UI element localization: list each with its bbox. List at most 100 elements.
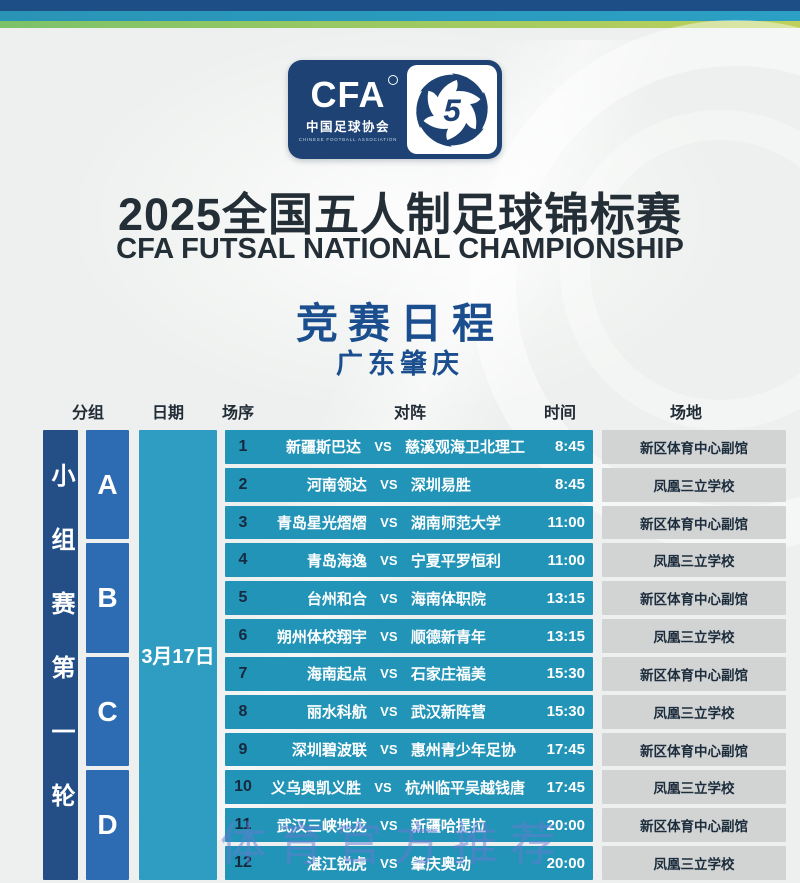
away-team: 宁夏平罗恒利 xyxy=(410,552,501,570)
venue-name: 新区体育中心副馆 xyxy=(640,667,748,683)
match-row: 12 湛江锐虎 VS 肇庆奥动 20:00 xyxy=(225,846,593,880)
home-team: 朔州体校翔宇 xyxy=(276,628,367,646)
venue-name: 凤凰三立学校 xyxy=(653,630,735,646)
vs-label: VS xyxy=(380,515,398,531)
venue-name: 新区体育中心副馆 xyxy=(640,592,748,608)
match-number: 1 xyxy=(238,437,248,455)
match-number: 12 xyxy=(234,854,252,872)
match-number: 10 xyxy=(234,778,252,796)
venue-name: 新区体育中心副馆 xyxy=(640,743,748,759)
cfa-logo: CFA 中国足球协会 CHINESE FOOTBALL ASSOCIATION … xyxy=(288,60,502,159)
cfa-wordmark: CFA xyxy=(311,75,398,113)
match-time: 11:00 xyxy=(547,514,585,532)
cfa-logo-text-block: CFA 中国足球协会 CHINESE FOOTBALL ASSOCIATION xyxy=(288,60,402,159)
column-header-venue: 场地 xyxy=(669,405,703,422)
futsal-5-badge: 5 xyxy=(407,65,497,154)
away-team: 慈溪观海卫北理工 xyxy=(404,439,525,457)
venue-name: 凤凰三立学校 xyxy=(653,478,735,494)
venue-name: 新区体育中心副馆 xyxy=(640,819,748,835)
match-time: 17:45 xyxy=(546,741,585,759)
date-cell: 3月17日 xyxy=(139,430,217,880)
match-time: 13:15 xyxy=(546,589,585,607)
vs-label: VS xyxy=(380,628,398,644)
group-cell-a: A xyxy=(86,430,129,540)
match-time: 13:15 xyxy=(546,627,585,645)
column-header-time: 时间 xyxy=(543,405,577,422)
top-stripe-lime xyxy=(0,21,800,28)
group-cell-b: B xyxy=(86,543,129,653)
venue-cell: 凤凰三立学校 xyxy=(602,543,786,578)
top-stripe-teal xyxy=(0,11,800,21)
top-stripe-navy xyxy=(0,0,800,11)
home-team: 新疆斯巴达 xyxy=(285,439,361,457)
cfa-chinese-name: 中国足球协会 xyxy=(305,120,390,134)
match-row: 9 深圳碧波联 VS 惠州青少年足协 17:45 xyxy=(225,732,593,767)
match-row: 5 台州和合 VS 海南体职院 13:15 xyxy=(225,581,593,616)
match-row: 10 义乌奥凯义胜 VS 杭州临平吴越钱唐 17:45 xyxy=(225,770,593,805)
vs-label: VS xyxy=(380,704,398,720)
venue-cell: 新区体育中心副馆 xyxy=(602,581,786,616)
home-team: 河南领达 xyxy=(306,477,367,495)
match-number: 7 xyxy=(238,664,248,682)
svg-text:5: 5 xyxy=(443,92,461,127)
vs-label: VS xyxy=(380,477,398,493)
column-header-date: 日期 xyxy=(151,405,185,422)
match-row: 7 海南起点 VS 石家庄福美 15:30 xyxy=(225,656,593,691)
home-team: 丽水科航 xyxy=(306,704,367,722)
vs-label: VS xyxy=(380,666,398,682)
column-header-matchup: 对阵 xyxy=(393,405,427,422)
group-cell-c: C xyxy=(86,656,129,767)
venue-cell: 新区体育中心副馆 xyxy=(602,808,786,843)
match-number: 5 xyxy=(238,589,248,607)
vs-label: VS xyxy=(374,779,392,795)
venue-name: 凤凰三立学校 xyxy=(653,554,735,570)
match-time: 17:45 xyxy=(546,778,585,796)
match-row: 4 青岛海逸 VS 宁夏平罗恒利 11:00 xyxy=(225,543,593,578)
match-time: 20:00 xyxy=(546,816,585,834)
away-team: 海南体职院 xyxy=(410,590,486,608)
vs-label: VS xyxy=(374,439,392,455)
venue-cell: 凤凰三立学校 xyxy=(602,770,786,805)
venue-name: 新区体育中心副馆 xyxy=(640,516,748,532)
round-label: 小组赛第一轮 xyxy=(47,462,74,847)
venue-name: 凤凰三立学校 xyxy=(653,857,735,873)
match-number: 3 xyxy=(238,513,248,531)
venue-name: 新区体育中心副馆 xyxy=(640,440,748,456)
away-team: 肇庆奥动 xyxy=(410,855,471,873)
away-team: 顺德新青年 xyxy=(410,628,486,646)
match-time: 11:00 xyxy=(547,551,585,569)
home-team: 海南起点 xyxy=(306,666,367,684)
home-team: 青岛星光熠熠 xyxy=(276,515,367,533)
page-title: 2025全国五人制足球锦标赛 xyxy=(117,189,683,240)
cfa-english-name: CHINESE FOOTBALL ASSOCIATION xyxy=(298,137,398,142)
venue-cell: 新区体育中心副馆 xyxy=(602,430,786,464)
match-row: 3 青岛星光熠熠 VS 湖南师范大学 11:00 xyxy=(225,505,593,540)
schedule-table: 小组赛第一轮 A B C D 3月17日 1 新疆斯巴达 VS 慈溪观海卫北理工… xyxy=(43,430,786,880)
match-row: 1 新疆斯巴达 VS 慈溪观海卫北理工 8:45 xyxy=(225,430,593,464)
away-team: 新疆哈提拉 xyxy=(410,817,486,835)
match-row: 8 丽水科航 VS 武汉新阵营 15:30 xyxy=(225,694,593,729)
away-team: 湖南师范大学 xyxy=(410,515,501,533)
group-cell-d: D xyxy=(86,770,129,880)
venue-cell: 凤凰三立学校 xyxy=(602,694,786,729)
match-number: 8 xyxy=(238,702,248,720)
column-header-group: 分组 xyxy=(71,405,105,422)
match-number: 2 xyxy=(238,475,248,493)
home-team: 义乌奥凯义胜 xyxy=(270,779,361,797)
column-header-order: 场序 xyxy=(221,405,255,422)
home-team: 深圳碧波联 xyxy=(291,742,367,760)
vs-label: VS xyxy=(380,817,398,833)
site-watermark: 体育官方推荐 xyxy=(220,819,568,870)
away-team: 武汉新阵营 xyxy=(410,704,486,722)
venue-cell: 新区体育中心副馆 xyxy=(602,732,786,767)
vs-label: VS xyxy=(380,552,398,568)
home-team: 青岛海逸 xyxy=(306,552,367,570)
venue-cell: 凤凰三立学校 xyxy=(602,846,786,880)
venue-name: 凤凰三立学校 xyxy=(653,705,735,721)
away-team: 石家庄福美 xyxy=(410,666,486,684)
match-number: 9 xyxy=(238,740,248,758)
home-team: 武汉三峡地龙 xyxy=(276,817,367,835)
vs-label: VS xyxy=(380,742,398,758)
match-row: 6 朔州体校翔宇 VS 顺德新青年 13:15 xyxy=(225,619,593,653)
